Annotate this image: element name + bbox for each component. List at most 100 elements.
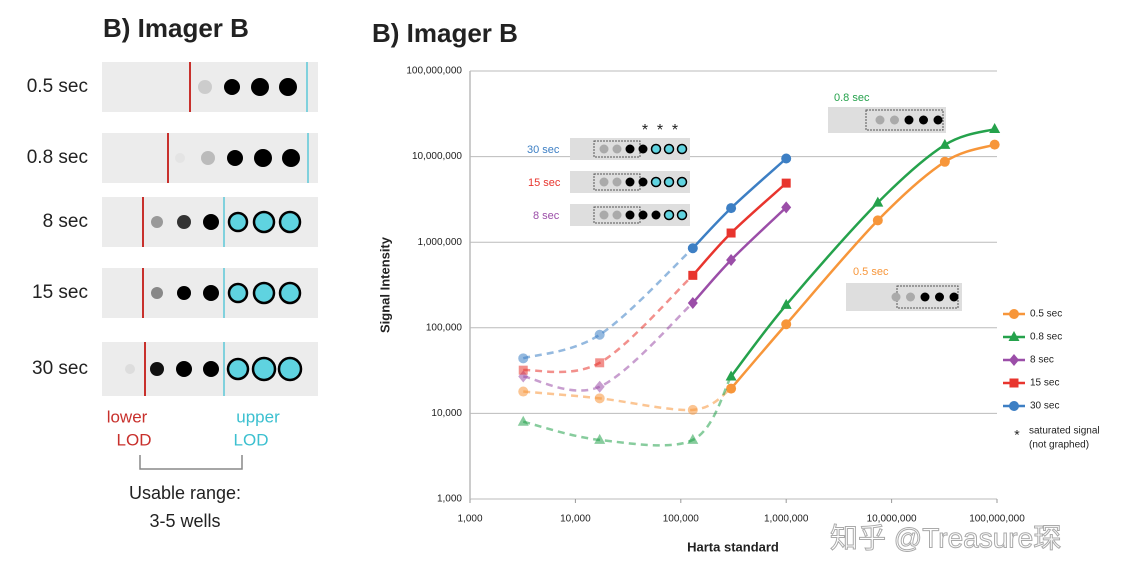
well: [252, 210, 276, 234]
legend-label: 0.5 sec: [1030, 309, 1062, 320]
row-label: 30 sec: [32, 358, 88, 379]
y-tick-label: 10,000,000: [412, 151, 462, 162]
note-text: (not graphed): [1029, 440, 1089, 451]
point: [726, 383, 737, 394]
well: [226, 357, 250, 381]
y-tick-label: 1,000: [437, 494, 462, 505]
inset-well: [676, 176, 688, 188]
inset-well: [904, 115, 914, 125]
note-star: *: [1014, 427, 1020, 443]
well: [198, 80, 212, 94]
well: [224, 79, 240, 95]
point: [688, 270, 698, 280]
line-dashed: [523, 274, 694, 374]
chart-title: B) Imager B: [372, 18, 518, 48]
point: [594, 433, 606, 444]
point: [726, 228, 736, 238]
line: [691, 182, 788, 277]
legend-label: 15 sec: [1030, 378, 1059, 389]
well: [279, 78, 297, 96]
line-dashed: [522, 302, 694, 392]
well: [203, 214, 219, 230]
inset-well: [933, 115, 943, 125]
left-title: B) Imager B: [103, 13, 249, 43]
point: [687, 243, 698, 254]
inset-well: [890, 115, 899, 125]
inset-box: [865, 109, 944, 131]
point: [594, 380, 605, 393]
inset-well: [638, 210, 648, 220]
legend-label: 0.8 sec: [1030, 332, 1062, 343]
point: [726, 203, 737, 214]
inset-well: [651, 210, 661, 220]
inset-well: [663, 143, 675, 155]
inset-well: [599, 144, 609, 154]
well: [203, 285, 219, 301]
inset-well: [612, 177, 622, 187]
well: [227, 282, 249, 304]
point: [594, 329, 605, 340]
inset-well: [638, 177, 648, 187]
inset-label: 8 sec: [533, 210, 560, 222]
saturated-mark: *: [657, 122, 663, 139]
point: [989, 123, 1001, 134]
well: [227, 211, 249, 233]
well: [203, 361, 219, 377]
inset-strip: [828, 107, 946, 133]
inset-label: 0.8 sec: [834, 92, 870, 104]
point: [872, 196, 884, 207]
line: [730, 143, 996, 390]
inset-well: [949, 292, 959, 302]
well: [150, 362, 164, 376]
point: [687, 433, 699, 444]
x-tick-label: 100,000,000: [969, 514, 1025, 525]
legend-marker: [1009, 309, 1019, 319]
inset-well: [612, 210, 622, 220]
inset-strip: [846, 283, 962, 311]
point: [781, 178, 791, 188]
x-axis-label: Harta standard: [687, 539, 779, 554]
point: [518, 365, 528, 375]
well: [277, 356, 303, 382]
x-tick-label: 10,000,000: [867, 514, 917, 525]
inset-well: [663, 176, 675, 188]
row-label: 15 sec: [32, 282, 88, 303]
inset-well: [599, 210, 609, 220]
row-label: 0.8 sec: [27, 147, 88, 168]
inset-well: [919, 115, 928, 125]
legend-label: 30 sec: [1030, 401, 1059, 412]
legend-marker: [1009, 401, 1019, 411]
point: [939, 138, 951, 149]
inset-well: [676, 143, 688, 155]
row-label: 0.5 sec: [27, 76, 88, 97]
x-tick-label: 1,000: [457, 514, 482, 525]
y-tick-label: 100,000,000: [406, 66, 462, 77]
inset-well: [612, 144, 622, 154]
line-dashed: [522, 375, 733, 447]
inset-label: 15 sec: [528, 177, 561, 189]
well: [278, 281, 302, 305]
inset-well: [935, 292, 944, 302]
well: [201, 151, 215, 165]
inset-well: [625, 177, 635, 187]
well: [151, 287, 163, 299]
point: [781, 153, 792, 164]
well: [176, 361, 192, 377]
well: [251, 78, 269, 96]
point: [518, 353, 529, 364]
well: [175, 153, 185, 163]
inset-well: [906, 292, 915, 302]
range-bracket: [139, 455, 243, 470]
watermark: 知乎 @Treasure琛: [830, 522, 1061, 553]
point: [781, 319, 792, 330]
inset-label: 0.5 sec: [853, 266, 889, 278]
point: [939, 156, 950, 167]
inset-well: [920, 292, 930, 302]
well: [177, 215, 191, 229]
x-tick-label: 1,000,000: [764, 514, 809, 525]
point: [517, 415, 529, 426]
legend-marker: [1008, 331, 1020, 341]
well: [177, 286, 191, 300]
inset-well: [599, 177, 609, 187]
inset-well: [638, 144, 648, 154]
